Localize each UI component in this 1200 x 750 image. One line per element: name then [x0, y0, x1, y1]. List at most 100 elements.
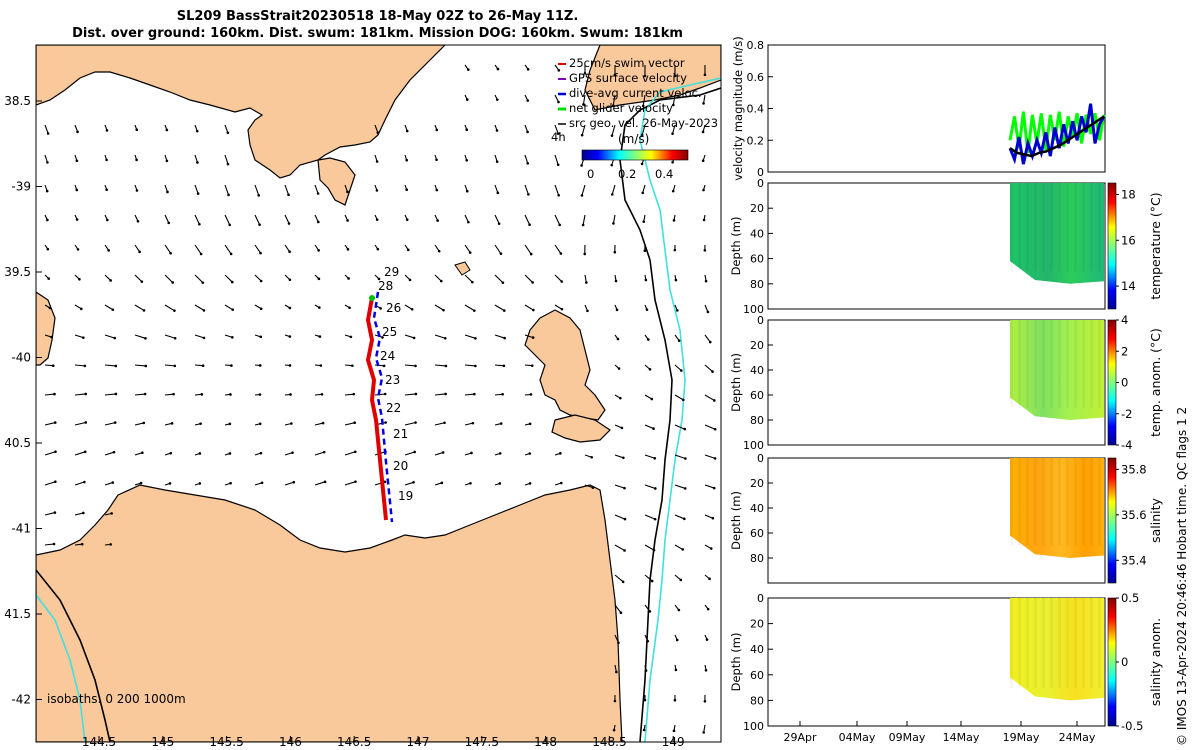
current-arrow	[344, 451, 356, 456]
current-arrow-head	[465, 189, 469, 193]
current-arrow	[104, 422, 116, 426]
legend-src-cont: 4h	[551, 130, 566, 144]
heatmap-stripe	[1042, 320, 1045, 408]
current-arrow-head	[706, 607, 710, 611]
current-arrow	[434, 422, 445, 426]
current-arrow-head	[532, 308, 535, 312]
current-arrow	[224, 154, 229, 165]
current-arrow-head	[143, 392, 147, 396]
current-arrow	[44, 451, 56, 456]
current-arrow-head	[167, 221, 171, 225]
current-arrow	[194, 334, 205, 339]
legend-net: net glider velocity	[569, 101, 673, 115]
current-arrow	[134, 334, 146, 339]
colorbar-tick-label: 14	[1121, 279, 1136, 293]
current-arrow-head	[702, 188, 705, 192]
heatmap-stripe	[1098, 458, 1101, 546]
current-arrow-head	[82, 336, 85, 339]
current-arrow-head	[528, 422, 532, 426]
current-arrow-head	[702, 102, 705, 105]
current-arrow-head	[526, 162, 530, 165]
track-day-labels: 29 28 26 25 24 23 22 21 20 19	[378, 265, 413, 503]
y-tick-label: 60	[750, 389, 764, 402]
current-arrow-head	[580, 164, 583, 167]
current-arrow-head	[470, 451, 473, 455]
heatmap-stripe	[1050, 320, 1053, 408]
current-arrow-head	[321, 421, 325, 425]
current-arrow-head	[414, 421, 417, 424]
current-arrow-head	[529, 393, 533, 396]
current-arrow-head	[51, 364, 55, 368]
current-arrow-head	[613, 699, 617, 703]
current-arrow	[704, 394, 715, 401]
colorbar-label: salinity	[1148, 497, 1163, 542]
current-arrow-head	[615, 308, 619, 312]
current-arrow-head	[443, 421, 446, 425]
colorbar-label: temperature (°C)	[1148, 192, 1163, 299]
heatmap-colorbar	[1107, 319, 1117, 446]
current-arrow	[434, 364, 447, 367]
current-arrow-head	[711, 516, 715, 520]
current-arrow-head	[499, 422, 503, 425]
current-arrow-head	[526, 130, 529, 134]
heatmap-stripe	[1058, 320, 1061, 408]
current-arrow	[704, 454, 716, 459]
current-arrow-head	[704, 279, 708, 283]
heatmap-stripe	[1058, 598, 1061, 688]
current-arrow	[674, 544, 684, 550]
land-king-island	[36, 291, 56, 366]
heatmap-stripe	[1042, 458, 1045, 546]
current-arrow-head	[169, 451, 173, 455]
current-arrow-head	[711, 370, 714, 373]
current-arrow-head	[623, 486, 626, 490]
time-tick-label: 09May	[889, 731, 926, 744]
current-arrow-head	[654, 487, 657, 490]
current-arrow-head	[53, 511, 57, 514]
current-arrow-head	[684, 457, 687, 460]
current-arrow-head	[383, 392, 387, 396]
current-arrow-head	[530, 364, 534, 367]
current-arrow-head	[674, 668, 678, 672]
current-arrow-head	[672, 729, 676, 733]
current-arrow-head	[230, 364, 233, 367]
current-arrow	[644, 514, 656, 520]
current-arrow-head	[528, 223, 531, 227]
current-arrow-head	[444, 392, 447, 396]
current-arrow-head	[317, 249, 320, 252]
current-arrow	[464, 422, 474, 426]
current-arrow-head	[712, 399, 716, 402]
current-arrow-head	[704, 668, 708, 672]
time-tick-label: 24May	[1059, 731, 1096, 744]
heatmap-stripe	[1058, 183, 1061, 272]
heatmap-data-block	[1010, 183, 1104, 284]
y-tick-label: 80	[750, 278, 764, 291]
current-arrow-head	[226, 131, 230, 135]
current-arrow-head	[560, 307, 564, 311]
colorbar-tick-label: 35.6	[1121, 508, 1147, 522]
current-arrow	[524, 304, 534, 311]
heatmap-stripe	[1090, 183, 1093, 272]
y-tick-label: 20	[750, 339, 764, 352]
y-tick-label: -41	[11, 522, 31, 536]
y-tick-label: 40	[750, 227, 764, 240]
land-victoria	[36, 45, 446, 179]
current-arrow-head	[135, 128, 139, 132]
current-arrow-head	[580, 194, 584, 197]
current-arrow-head	[590, 455, 593, 459]
colorbar-tick-label: 18	[1121, 187, 1136, 201]
colorbar-tick-label: 4	[1121, 313, 1128, 327]
current-arrow	[134, 304, 145, 311]
current-arrow-head	[443, 336, 447, 340]
y-tick-label: 0.2	[747, 134, 765, 147]
isobath-200m-west	[36, 569, 111, 742]
colorbar-tick-label: -4	[1121, 438, 1132, 452]
current-arrow-head	[111, 308, 115, 312]
current-arrow	[44, 124, 49, 134]
map-legend: 25cm/s swim vector GPS surface velocity …	[551, 56, 718, 181]
current-arrow-head	[135, 189, 139, 192]
heatmap-stripe	[1066, 320, 1069, 408]
land-tasmania	[36, 484, 623, 742]
current-arrow-head	[377, 277, 381, 281]
current-arrow-head	[612, 222, 615, 225]
